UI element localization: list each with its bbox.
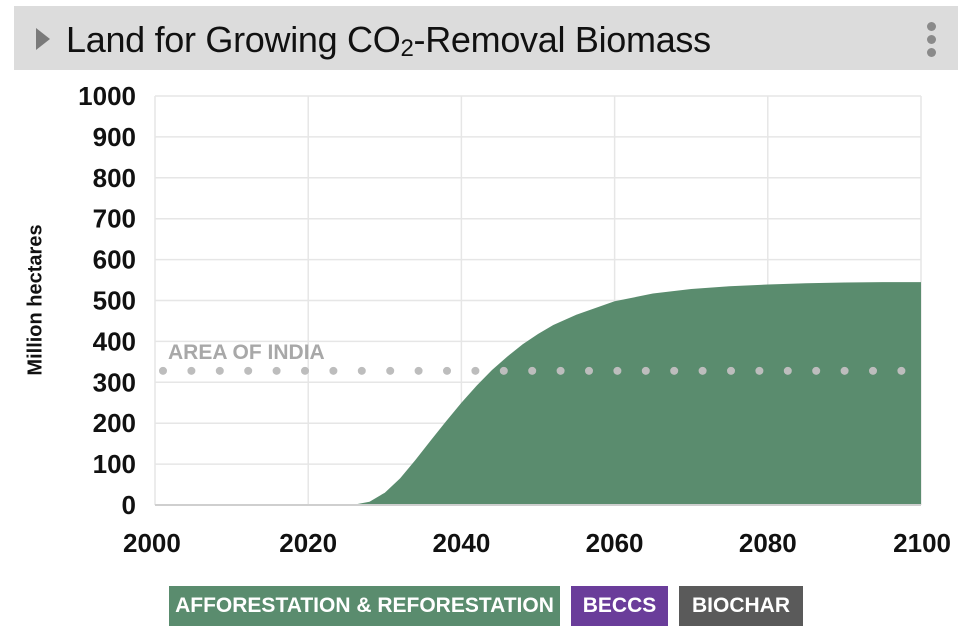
- y-tick-label: 1000: [78, 81, 136, 111]
- reference-dot: [357, 366, 366, 375]
- y-tick-label: 900: [93, 122, 136, 152]
- x-tick-label: 2040: [432, 528, 490, 558]
- x-tick-label: 2000: [123, 528, 181, 558]
- reference-dot: [301, 366, 309, 375]
- reference-dot: [499, 366, 508, 375]
- reference-dot: [272, 366, 281, 375]
- reference-dot: [187, 366, 196, 375]
- series-layer: [155, 282, 921, 506]
- reference-dot: [670, 366, 679, 375]
- reference-dot: [812, 366, 821, 375]
- legend-afforestation[interactable]: AFFORESTATION & REFORESTATION: [169, 586, 560, 626]
- legend-beccs[interactable]: BECCS: [571, 586, 668, 626]
- y-tick-label: 300: [93, 367, 136, 397]
- reference-dot: [840, 366, 849, 375]
- x-tick-label: 2020: [279, 528, 337, 558]
- reference-dot: [443, 366, 451, 375]
- y-tick-label: 0: [122, 490, 136, 520]
- reference-dot: [215, 366, 224, 375]
- area-series: [155, 282, 921, 505]
- expand-triangle-icon[interactable]: [36, 28, 50, 50]
- y-axis-label: Million hectares: [24, 224, 47, 376]
- y-axis-ticks: 0 100 200 300 400 500 600 700 800 900 1000: [78, 81, 136, 520]
- x-tick-label: 2080: [739, 528, 797, 558]
- y-tick-label: 200: [93, 408, 136, 438]
- reference-dot: [727, 366, 735, 375]
- y-tick-label: 600: [93, 245, 136, 275]
- reference-dot: [613, 366, 622, 375]
- y-tick-label: 700: [93, 204, 136, 234]
- reference-dot: [869, 366, 877, 375]
- reference-dot: [897, 366, 906, 375]
- reference-dot: [159, 366, 167, 375]
- more-options-icon[interactable]: [926, 22, 936, 60]
- y-tick-label: 800: [93, 163, 136, 193]
- y-tick-label: 400: [93, 326, 136, 356]
- reference-dot: [414, 366, 423, 375]
- reference-dot: [585, 366, 593, 375]
- y-tick-label: 500: [93, 286, 136, 316]
- x-tick-label: 2100: [893, 528, 951, 558]
- y-tick-label: 100: [93, 449, 136, 479]
- reference-dot: [471, 366, 480, 375]
- reference-dot: [386, 366, 395, 375]
- reference-dot: [641, 366, 650, 375]
- x-axis-ticks: 2000 2020 2040 2060 2080 2100: [123, 528, 951, 558]
- reference-dot: [698, 366, 707, 375]
- reference-dot: [329, 366, 338, 375]
- chart-title: Land for Growing CO2-Removal Biomass: [66, 19, 711, 62]
- reference-dot: [528, 366, 537, 375]
- reference-dot: [244, 366, 253, 375]
- x-tick-label: 2060: [586, 528, 644, 558]
- reference-dot: [556, 366, 565, 375]
- reference-dot: [783, 366, 792, 375]
- chart-header: Land for Growing CO2-Removal Biomass: [14, 6, 958, 70]
- reference-layer: AREA OF INDIA: [159, 341, 906, 375]
- reference-label: AREA OF INDIA: [168, 341, 325, 364]
- legend-biochar[interactable]: BIOCHAR: [679, 586, 803, 626]
- reference-dot: [755, 366, 764, 375]
